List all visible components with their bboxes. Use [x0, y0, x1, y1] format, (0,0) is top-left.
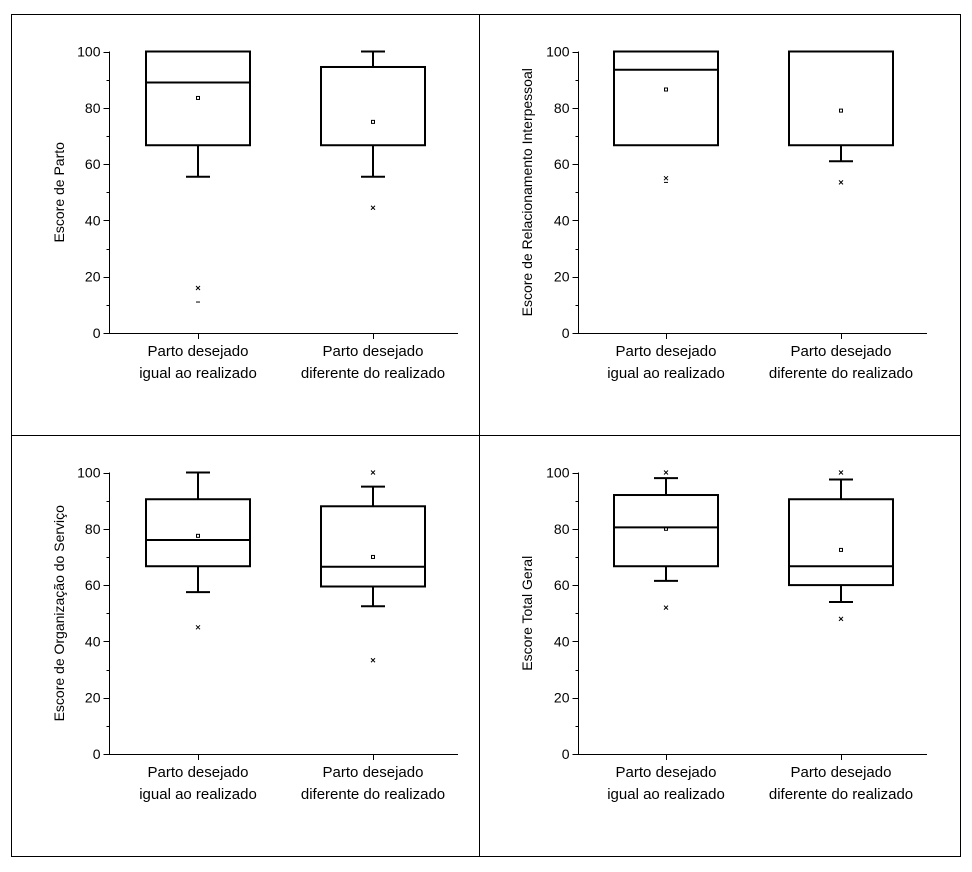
- x-tick-label: Parto desejado: [323, 764, 424, 781]
- y-tick-label: 80: [85, 521, 101, 537]
- outlier-marker: [838, 470, 844, 475]
- y-tick-label: 80: [85, 100, 101, 116]
- boxplot-panel-3: 0 20 40 60 80 100 Escore de Organização do Ser…: [51, 465, 458, 803]
- mean-marker: [664, 87, 668, 92]
- y-tick-label: 100: [546, 44, 570, 60]
- y-tick-label: 40: [85, 212, 101, 228]
- y-tick-label: 0: [562, 746, 570, 762]
- interquartile-box: [320, 505, 426, 588]
- x-tick-label: Parto desejado: [791, 343, 892, 360]
- boxplot-panel-1: 0 20 40 60 80 100 Escore de Parto Parto desejad…: [51, 44, 458, 382]
- y-tick-label: 100: [546, 465, 570, 481]
- y-tick-label: 60: [85, 156, 101, 172]
- x-tick-label: igual ao realizado: [139, 786, 257, 803]
- x-tick-label: Parto desejado: [323, 343, 424, 360]
- y-tick-label: 60: [85, 577, 101, 593]
- y-tick-label: 0: [93, 325, 101, 341]
- x-tick-label: diferente do realizado: [769, 786, 913, 803]
- outlier-marker: [370, 470, 376, 475]
- y-tick-label: 60: [554, 577, 570, 593]
- box-2: [788, 50, 894, 185]
- x-tick-label: igual ao realizado: [139, 365, 257, 382]
- y-tick-label: 20: [85, 269, 101, 285]
- box-1: [613, 50, 719, 183]
- y-tick-label: 40: [554, 212, 570, 228]
- x-tick-label: Parto desejado: [791, 764, 892, 781]
- y-axis-label: Escore de Relacionamento Interpessoal: [519, 68, 535, 316]
- box-2: [320, 470, 426, 663]
- y-tick-label: 80: [554, 100, 570, 116]
- x-tick-label: Parto desejado: [148, 343, 249, 360]
- x-tick-label: igual ao realizado: [607, 786, 725, 803]
- interquartile-box: [788, 498, 894, 587]
- y-tick-label: 40: [554, 633, 570, 649]
- y-tick-label: 40: [85, 633, 101, 649]
- y-tick-label: 80: [554, 521, 570, 537]
- mean-marker: [839, 108, 843, 113]
- mean-marker: [664, 526, 668, 531]
- y-tick-label: 0: [93, 746, 101, 762]
- outlier-marker: [663, 470, 669, 475]
- y-tick-label: 0: [562, 325, 570, 341]
- mean-marker: [371, 119, 375, 124]
- mean-marker: [839, 547, 843, 552]
- outlier-marker: [663, 175, 669, 181]
- box-2: [788, 470, 894, 622]
- boxplot-panel-4: 0 20 40 60 80 100 Escore Total Geral Parto dese…: [519, 465, 927, 803]
- x-tick-label: Parto desejado: [148, 764, 249, 781]
- x-tick-label: Parto desejado: [616, 343, 717, 360]
- interquartile-box: [613, 494, 719, 568]
- box-1: [613, 470, 719, 610]
- y-tick-label: 60: [554, 156, 570, 172]
- y-tick-label: 20: [85, 690, 101, 706]
- mean-marker: [196, 533, 200, 538]
- x-tick-label: igual ao realizado: [607, 365, 725, 382]
- mean-marker: [196, 95, 200, 100]
- x-tick-label: diferente do realizado: [301, 365, 445, 382]
- outlier-marker: [195, 285, 201, 291]
- panel-grid-frame: [11, 14, 961, 857]
- y-axis-label: Escore Total Geral: [519, 556, 535, 671]
- x-tick-label: diferente do realizado: [301, 786, 445, 803]
- outlier-marker: [370, 657, 376, 663]
- outlier-marker: [838, 180, 844, 185]
- boxplot-panel-2: 0 20 40 60 80 100 Escore de Relacionamento Int…: [519, 44, 927, 382]
- y-tick-label: 100: [77, 44, 101, 60]
- y-axis-label: Escore de Parto: [51, 142, 67, 243]
- y-tick-label: 20: [554, 690, 570, 706]
- mean-marker: [371, 554, 375, 559]
- box-2: [320, 50, 426, 211]
- y-tick-label: 100: [77, 465, 101, 481]
- box-1: [145, 50, 251, 303]
- x-tick-label: diferente do realizado: [769, 365, 913, 382]
- interquartile-box: [145, 498, 251, 568]
- outlier-marker: [838, 616, 844, 622]
- outlier-marker: [195, 624, 201, 630]
- outlier-marker: [370, 205, 376, 211]
- y-axis-label: Escore de Organização do Serviço: [51, 505, 67, 722]
- x-tick-label: Parto desejado: [616, 764, 717, 781]
- box-1: [145, 471, 251, 630]
- y-tick-label: 20: [554, 269, 570, 285]
- outlier-marker: [663, 605, 669, 610]
